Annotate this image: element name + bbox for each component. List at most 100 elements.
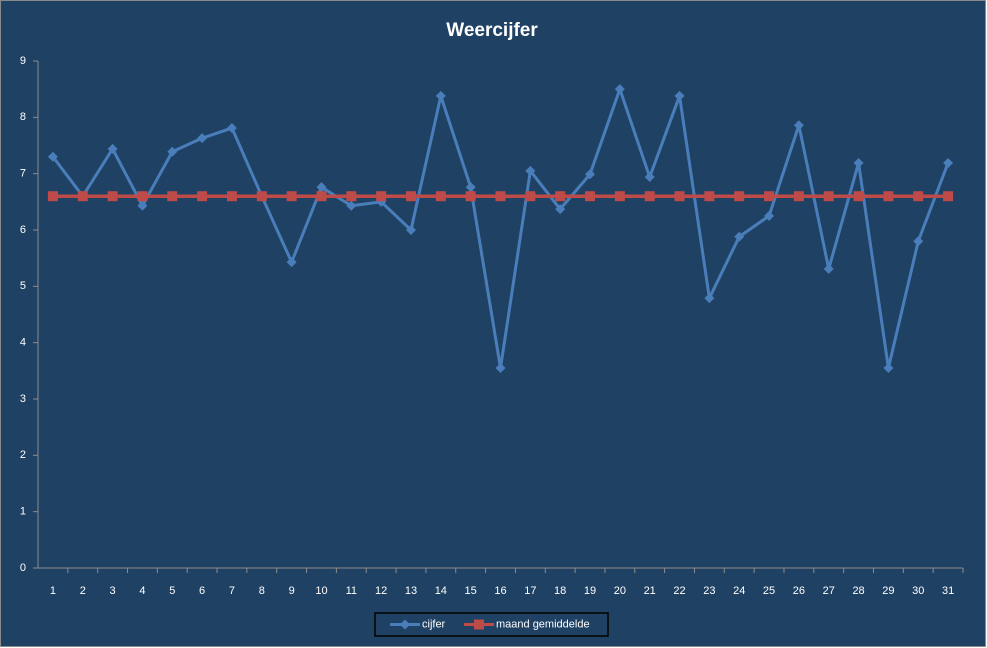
- data-point: [376, 191, 387, 202]
- x-tick-label: 26: [793, 585, 805, 597]
- data-point: [674, 90, 685, 101]
- x-tick-label: 10: [315, 585, 327, 597]
- data-point: [734, 231, 745, 242]
- data-point: [704, 293, 715, 304]
- data-point: [137, 191, 148, 202]
- x-tick-label: 23: [703, 585, 715, 597]
- x-tick-label: 31: [942, 585, 954, 597]
- x-tick-label: 1: [50, 585, 56, 597]
- x-tick-label: 30: [912, 585, 924, 597]
- data-point: [197, 133, 208, 144]
- x-tick-label: 28: [852, 585, 864, 597]
- data-point: [286, 191, 297, 202]
- data-point: [943, 191, 954, 202]
- data-point: [405, 225, 416, 235]
- data-point: [644, 191, 655, 202]
- data-point: [883, 363, 894, 374]
- x-tick-label: 9: [289, 585, 295, 597]
- data-point: [316, 191, 327, 202]
- y-tick-label: 9: [20, 55, 26, 67]
- x-tick-label: 27: [823, 585, 835, 597]
- x-tick-label: 13: [405, 585, 417, 597]
- data-point: [47, 151, 58, 162]
- data-point: [465, 191, 476, 202]
- legend-label: maand gemiddelde: [496, 618, 590, 630]
- y-tick-label: 6: [20, 224, 26, 236]
- x-tick-label: 4: [139, 585, 145, 597]
- x-tick-label: 5: [169, 585, 175, 597]
- x-tick-label: 3: [110, 585, 116, 597]
- y-tick-label: 8: [20, 111, 26, 123]
- x-tick-label: 18: [554, 585, 566, 597]
- data-point: [943, 157, 954, 168]
- data-point: [226, 123, 237, 134]
- legend-box: [374, 612, 609, 637]
- x-tick-label: 25: [763, 585, 775, 597]
- data-point: [823, 263, 834, 274]
- data-point: [823, 191, 834, 202]
- y-tick-label: 3: [20, 393, 26, 405]
- data-point: [435, 90, 446, 101]
- data-point: [167, 146, 178, 157]
- x-tick-label: 19: [584, 585, 596, 597]
- y-tick-label: 7: [20, 168, 26, 180]
- data-point: [316, 182, 327, 193]
- data-point: [137, 200, 148, 211]
- data-point: [644, 172, 655, 183]
- data-point: [495, 191, 506, 202]
- x-tick-label: 7: [229, 585, 235, 597]
- data-point: [704, 191, 715, 202]
- data-point: [585, 169, 596, 180]
- y-tick-label: 0: [20, 562, 26, 574]
- data-point: [197, 191, 208, 202]
- data-point: [226, 191, 237, 202]
- x-tick-label: 14: [435, 585, 447, 597]
- y-tick-label: 2: [20, 449, 26, 461]
- data-point: [913, 191, 924, 202]
- data-point: [764, 210, 775, 221]
- x-tick-label: 17: [524, 585, 536, 597]
- y-tick-label: 5: [20, 280, 26, 292]
- x-tick-label: 22: [673, 585, 685, 597]
- x-tick-label: 20: [614, 585, 626, 597]
- data-point: [614, 84, 625, 95]
- x-tick-label: 16: [494, 585, 506, 597]
- chart-title: Weercijfer: [446, 20, 538, 41]
- data-point: [555, 204, 566, 215]
- data-point: [734, 191, 745, 202]
- legend-marker: [474, 619, 484, 630]
- data-point: [555, 191, 566, 202]
- y-tick-label: 4: [20, 337, 26, 349]
- x-tick-label: 21: [644, 585, 656, 597]
- x-tick-label: 2: [80, 585, 86, 597]
- x-tick-label: 8: [259, 585, 265, 597]
- legend-marker: [400, 619, 410, 630]
- data-point: [286, 257, 297, 268]
- legend-label: cijfer: [422, 618, 446, 630]
- x-tick-label: 6: [199, 585, 205, 597]
- data-point: [525, 165, 536, 176]
- data-point: [913, 236, 924, 247]
- data-point: [47, 191, 58, 202]
- data-point: [346, 191, 357, 202]
- x-tick-label: 29: [882, 585, 894, 597]
- data-point: [853, 157, 864, 168]
- y-tick-label: 1: [20, 506, 26, 518]
- data-point: [346, 200, 357, 211]
- data-point: [167, 191, 178, 202]
- data-point: [256, 191, 267, 202]
- data-point: [77, 191, 88, 202]
- data-point: [793, 191, 804, 202]
- data-point: [793, 120, 804, 131]
- data-point: [107, 191, 118, 202]
- data-point: [674, 191, 685, 202]
- data-point: [764, 191, 775, 202]
- x-tick-label: 15: [465, 585, 477, 597]
- data-point: [107, 143, 118, 154]
- x-tick-label: 11: [346, 585, 357, 597]
- data-point: [525, 191, 536, 202]
- data-point: [614, 191, 625, 202]
- data-point: [435, 191, 446, 202]
